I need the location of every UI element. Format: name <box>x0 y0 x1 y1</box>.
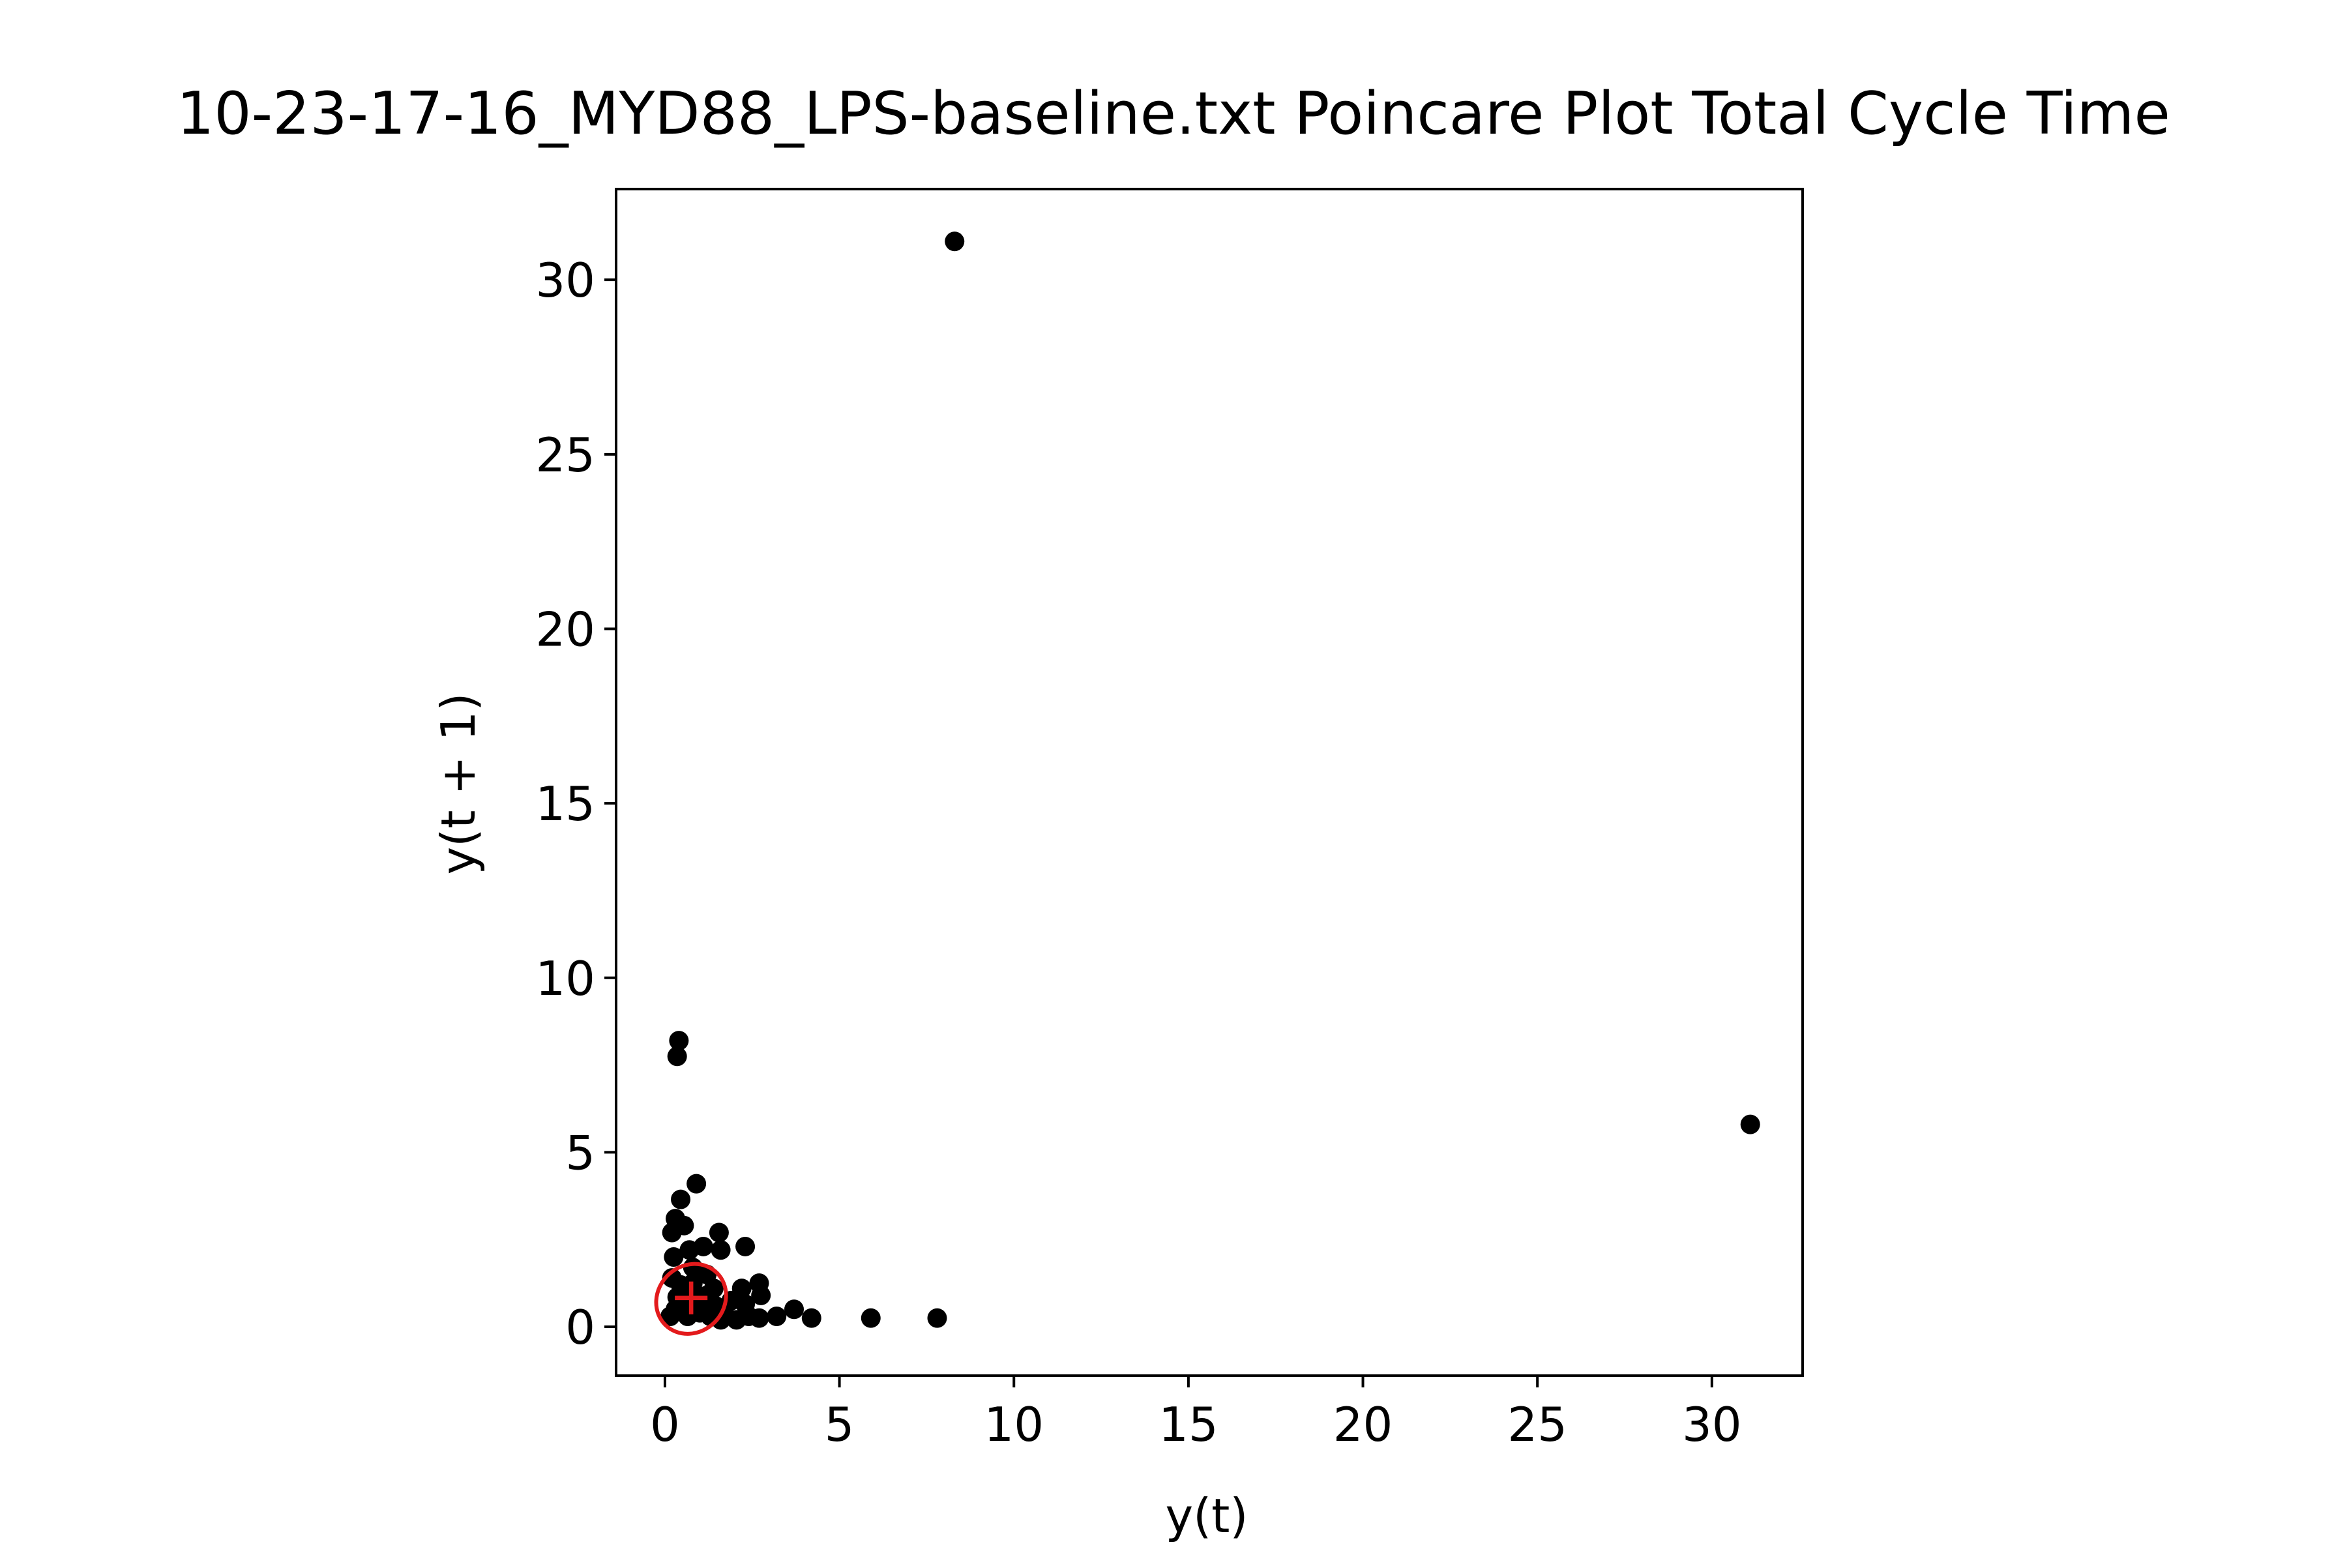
y-tick-label: 10 <box>535 951 595 1006</box>
data-point <box>784 1299 804 1320</box>
y-axis-label: y(t + 1) <box>431 693 486 875</box>
data-point <box>709 1222 729 1243</box>
x-tick-label: 25 <box>1507 1397 1567 1452</box>
data-point <box>662 1222 682 1243</box>
data-point <box>686 1174 707 1194</box>
chart-title: 10-23-17-16_MYD88_LPS-baseline.txt Poinc… <box>177 80 2170 148</box>
x-tick-label: 0 <box>650 1397 680 1452</box>
y-tick-label: 0 <box>565 1300 595 1355</box>
x-tick-label: 10 <box>984 1397 1044 1452</box>
data-point <box>667 1046 687 1067</box>
y-tick-label: 25 <box>535 428 595 482</box>
y-tick-label: 15 <box>535 777 595 831</box>
data-point <box>1740 1114 1760 1134</box>
y-axis: 0 5 10 15 20 25 30 <box>535 253 616 1355</box>
data-point <box>664 1247 684 1267</box>
data-point <box>671 1189 691 1209</box>
x-tick-label: 30 <box>1682 1397 1742 1452</box>
data-point <box>749 1308 769 1328</box>
data-point <box>660 1307 680 1326</box>
data-point <box>801 1308 821 1328</box>
data-point <box>674 1282 694 1302</box>
data-point <box>711 1240 731 1260</box>
data-point <box>861 1308 881 1328</box>
data-point <box>767 1307 787 1326</box>
x-axis: 0 5 10 15 20 25 30 <box>650 1376 1742 1452</box>
data-point <box>669 1031 689 1051</box>
ellipse-overlay <box>654 1262 728 1336</box>
x-tick-label: 20 <box>1333 1397 1393 1452</box>
data-point <box>735 1236 756 1256</box>
y-tick-label: 30 <box>535 253 595 308</box>
data-point <box>751 1285 771 1305</box>
data-point <box>679 1240 700 1260</box>
plot-frame <box>615 188 1804 1377</box>
plot-area: + <box>615 188 1804 1377</box>
y-tick-label: 5 <box>565 1125 595 1180</box>
data-point <box>945 231 965 252</box>
x-tick-label: 5 <box>825 1397 855 1452</box>
x-axis-label: y(t) <box>1165 1488 1248 1543</box>
center-marker: + <box>670 1266 713 1327</box>
y-tick-label: 20 <box>535 602 595 657</box>
x-tick-label: 15 <box>1159 1397 1218 1452</box>
data-point <box>927 1308 947 1328</box>
